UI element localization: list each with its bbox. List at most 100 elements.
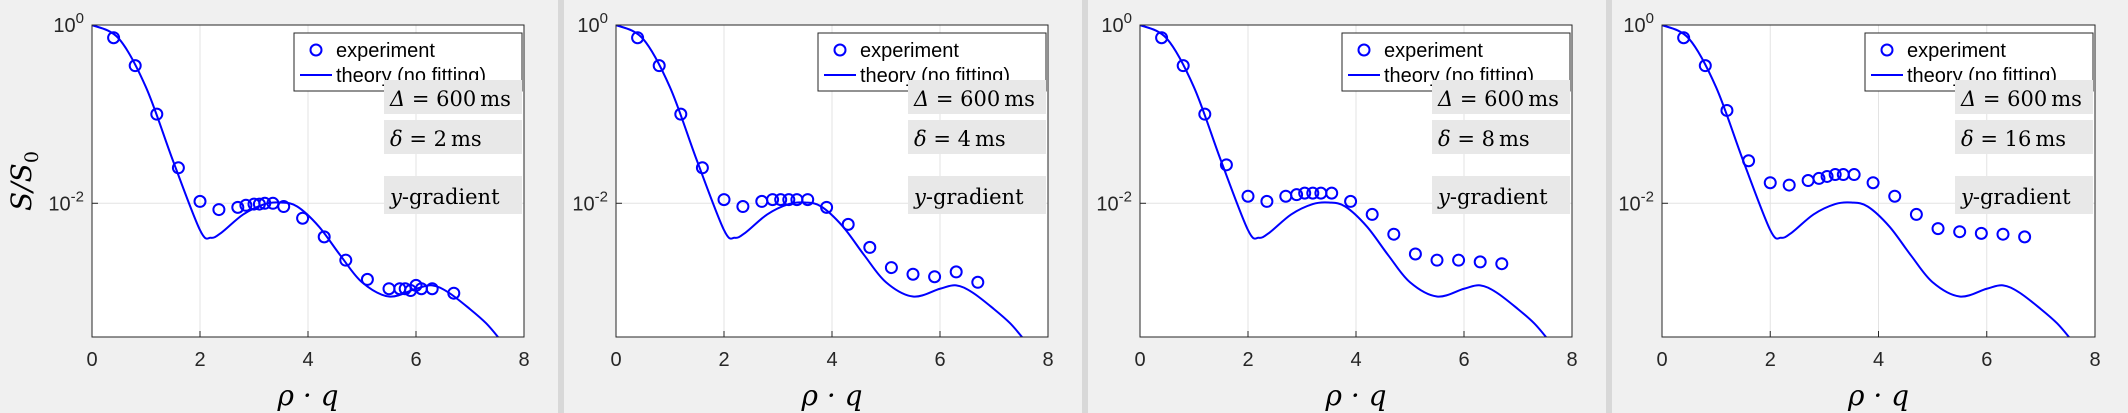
experiment-point <box>1820 169 1834 183</box>
experiment-point <box>1408 247 1422 261</box>
x-tick-label: 6 <box>934 349 945 371</box>
experiment-point <box>107 31 121 45</box>
experiment-point <box>193 194 207 208</box>
annotation-bg <box>384 80 522 114</box>
x-tick-label: 2 <box>718 349 729 371</box>
y-tick-label: 100 <box>577 10 608 37</box>
annotation-unit: ms <box>480 87 511 111</box>
x-tick-label: 4 <box>1350 349 1361 371</box>
annotation-gradient: y-gradient <box>1437 185 1548 209</box>
experiment-point <box>1306 186 1320 200</box>
x-tick-label: 2 <box>1765 349 1776 371</box>
legend-marker-icon <box>833 43 847 57</box>
experiment-point <box>425 282 439 296</box>
y-axis-label-sub: 0 <box>21 151 43 163</box>
y-tick-exp: -2 <box>595 188 608 205</box>
y-tick-exp: 0 <box>76 10 84 27</box>
x-axis-label: ρ · q <box>1324 379 1386 412</box>
experiment-point <box>1742 154 1756 168</box>
experiment-point <box>317 230 331 244</box>
x-tick-label: 8 <box>1566 349 1577 371</box>
experiment-point <box>1782 178 1796 192</box>
experiment-point <box>1828 168 1842 182</box>
experiment-point <box>863 240 877 254</box>
chart-panel-4: 0 2 4 6 8 100 10-2 ρ · q experiment theory (no fi… <box>1612 0 2128 413</box>
x-axis-label: ρ · q <box>800 379 862 412</box>
annotation-eq: = <box>1974 127 2005 151</box>
experiment-point <box>1452 253 1466 267</box>
experiment-point <box>1344 194 1358 208</box>
annotation-bg <box>908 120 1046 154</box>
experiment-point <box>1365 207 1379 221</box>
x-tick-label: 8 <box>2089 349 2100 371</box>
annotations: Δ = 600 msδ = 8 msy-gradient <box>1432 80 1570 214</box>
experiment-point <box>736 200 750 214</box>
annotation-bg <box>1955 80 2093 114</box>
annotation-Delta: Δ = 600 ms <box>1437 87 1559 111</box>
experiment-point <box>1473 255 1487 269</box>
annotation-unit: ms <box>451 127 482 151</box>
annotation-delta: δ = 4 ms <box>914 127 1006 151</box>
experiment-point <box>171 161 185 175</box>
y-tick-base: 10 <box>572 193 594 215</box>
annotation-unit: ms <box>1004 87 1035 111</box>
experiment-point <box>2018 230 2032 244</box>
experiment-point <box>949 265 963 279</box>
annotation-unit: ms <box>1499 127 1530 151</box>
experiment-point <box>1677 31 1691 45</box>
legend-entry-experiment: experiment <box>860 40 959 62</box>
annotation-unit: ms <box>1528 87 1559 111</box>
y-axis-label-main: S/S <box>5 163 38 211</box>
experiment-point <box>717 193 731 207</box>
legend-entry-experiment: experiment <box>1384 40 1483 62</box>
annotation-bg <box>908 176 1046 214</box>
annotation-Delta: Δ = 600 ms <box>1960 87 2082 111</box>
annotation-gradient-axis: y <box>913 185 927 209</box>
annotation-unit: ms <box>2051 87 2082 111</box>
experiment-point <box>1698 59 1712 73</box>
experiment-point <box>1176 59 1190 73</box>
annotation-value: 600 <box>2007 87 2047 111</box>
x-tick-label: 0 <box>86 349 97 371</box>
legend-marker-icon <box>1357 43 1371 57</box>
experiment-point <box>1931 222 1945 236</box>
legend-entry-experiment: experiment <box>1907 40 2006 62</box>
experiment-point <box>1974 226 1988 240</box>
y-tick-label: 100 <box>53 10 84 37</box>
annotation-eq: = <box>927 127 958 151</box>
experiment-point <box>1290 188 1304 202</box>
annotation-value: 600 <box>960 87 1000 111</box>
experiment-point <box>1430 253 1444 267</box>
experiment-point <box>774 193 788 207</box>
experiment-point <box>277 200 291 214</box>
legend-entry-experiment: experiment <box>336 40 435 62</box>
experiment-point <box>1888 189 1902 203</box>
annotation-eq: = <box>1451 127 1482 151</box>
experiment-point <box>1812 171 1826 185</box>
annotation-gradient-suffix: -gradient <box>926 185 1024 209</box>
x-tick-label: 4 <box>302 349 313 371</box>
y-tick-exp: 0 <box>1124 10 1132 27</box>
annotation-symbol: Δ <box>1437 87 1453 111</box>
y-tick-exp: 0 <box>600 10 608 27</box>
annotation-value: 16 <box>2005 127 2032 151</box>
experiment-point <box>252 197 266 211</box>
experiment-point <box>1720 103 1734 117</box>
legend-marker-icon <box>1880 43 1894 57</box>
experiment-point <box>1260 194 1274 208</box>
x-tick-label: 6 <box>410 349 421 371</box>
annotation-gradient-suffix: -gradient <box>402 185 500 209</box>
annotation-symbol: Δ <box>389 87 405 111</box>
experiment-point <box>906 267 920 281</box>
annotation-gradient-suffix: -gradient <box>1450 185 1548 209</box>
annotations: Δ = 600 msδ = 16 msy-gradient <box>1955 80 2093 214</box>
y-tick-label: 10-2 <box>572 188 608 215</box>
x-tick-label: 4 <box>1873 349 1884 371</box>
experiment-point <box>652 59 666 73</box>
experiment-point <box>674 107 688 121</box>
annotation-gradient: y-gradient <box>389 185 500 209</box>
experiment-point <box>841 217 855 231</box>
x-axis-label: ρ · q <box>276 379 338 412</box>
